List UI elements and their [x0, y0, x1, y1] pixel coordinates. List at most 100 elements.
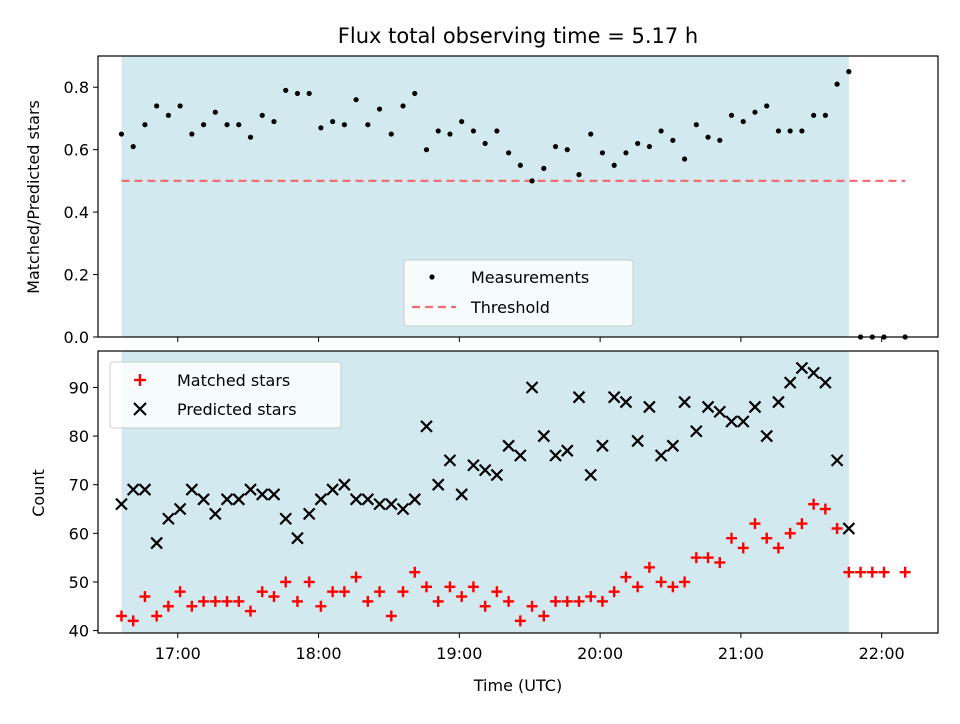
matched-star-point: [808, 498, 820, 510]
predicted-star-point-stroke: [291, 531, 304, 545]
measurement-point: [177, 103, 183, 109]
matched-star-point: [221, 595, 233, 607]
measurement-point: [459, 118, 465, 125]
matched-star-point: [350, 571, 362, 583]
predicted-star-point-stroke: [549, 449, 562, 462]
predicted-star-point: [467, 458, 480, 472]
predicted-star-point-stroke: [725, 415, 738, 428]
top-y-tick-label: 0.0: [64, 328, 89, 347]
matched-star-point: [245, 605, 257, 617]
predicted-star-point: [549, 449, 562, 462]
predicted-star-point-stroke: [748, 400, 762, 414]
predicted-star-point: [420, 420, 433, 433]
measurement-point: [271, 118, 277, 125]
measurement-point: [646, 143, 652, 150]
predicted-star-point-stroke: [525, 381, 539, 394]
measurement-point: [189, 131, 195, 137]
matched-star-point: [198, 595, 210, 607]
measurement-point: [423, 147, 430, 153]
legend-label-matched-stars: Matched stars: [177, 371, 290, 390]
measurement-point: [787, 128, 793, 134]
predicted-star-point: [572, 390, 586, 404]
predicted-star-point: [478, 463, 492, 477]
matched-star-point: [432, 595, 444, 607]
x-tick-label: 22:00: [859, 644, 905, 663]
predicted-star-point: [643, 400, 656, 414]
measurement-point: [693, 122, 699, 128]
measurement-point: [470, 128, 477, 134]
predicted-star-point-stroke: [478, 463, 492, 477]
predicted-star-point: [138, 483, 152, 496]
matched-star-point: [503, 595, 515, 607]
measurement-point: [834, 81, 840, 87]
predicted-star-point-stroke: [349, 493, 363, 506]
matched-star-point: [737, 542, 749, 554]
predicted-star-point: [361, 493, 375, 506]
measurement-point: [764, 103, 770, 109]
matched-star-point: [702, 552, 714, 564]
measurement-point: [283, 87, 289, 93]
predicted-star-point: [842, 522, 856, 535]
predicted-star-point: [819, 376, 832, 389]
predicted-star-point: [654, 449, 668, 462]
measurement-point: [670, 137, 676, 143]
x-tick-label: 17:00: [155, 644, 201, 663]
predicted-star-point-stroke: [314, 493, 328, 506]
predicted-star-point: [220, 493, 234, 506]
predicted-star-point-stroke: [267, 488, 281, 501]
matched-stars-points: [115, 498, 911, 627]
predicted-star-point: [150, 536, 163, 550]
measurement-point: [154, 103, 160, 109]
legend-marker-measurements: [429, 274, 435, 280]
predicted-star-point-stroke: [643, 400, 656, 414]
predicted-star-point-stroke: [690, 424, 703, 438]
matched-star-point: [256, 586, 268, 598]
matched-star-point: [514, 615, 526, 627]
predicted-star-point-stroke: [467, 458, 480, 472]
measurement-point: [599, 150, 606, 156]
predicted-star-point: [349, 493, 363, 506]
matched-star-point: [409, 566, 421, 578]
matched-star-point: [315, 600, 327, 612]
predicted-star-point: [244, 483, 257, 496]
predicted-star-point: [232, 493, 246, 506]
matched-star-point: [620, 571, 632, 583]
predicted-star-point-stroke: [807, 366, 820, 380]
measurement-point: [330, 118, 336, 125]
measurement-point: [552, 143, 559, 150]
predicted-star-point: [490, 468, 504, 482]
measurement-point: [224, 122, 230, 128]
predicted-star-point-stroke: [631, 434, 644, 448]
predicted-star-point: [631, 434, 644, 448]
matched-star-point: [819, 503, 831, 515]
matched-star-point: [526, 600, 538, 612]
predicted-star-point-stroke: [396, 502, 410, 516]
predicted-star-point-stroke: [302, 507, 316, 521]
predicted-star-point-stroke: [537, 429, 551, 443]
bottom-plot-frame: [97, 350, 939, 634]
predicted-star-point: [443, 454, 457, 467]
top-panel: 0.00.20.40.60.8 Matched/Predicted stars …: [24, 55, 939, 347]
matched-star-point: [303, 576, 315, 588]
predicted-star-point-stroke: [455, 488, 468, 501]
predicted-star-point-stroke: [795, 361, 809, 375]
predicted-star-point: [126, 483, 140, 496]
measurement-point: [447, 131, 453, 137]
measurement-point: [259, 112, 265, 118]
predicted-star-point: [373, 497, 386, 511]
measurement-point: [306, 90, 312, 97]
predicted-star-point: [431, 478, 445, 491]
matched-star-point: [843, 566, 855, 578]
measurement-point: [376, 106, 383, 112]
measurement-point: [752, 109, 758, 115]
matched-star-point: [456, 591, 468, 603]
matched-star-point: [362, 595, 374, 607]
predicted-star-point: [185, 483, 199, 496]
predicted-star-point: [701, 400, 715, 414]
measurement-point: [341, 122, 347, 128]
predicted-star-point-stroke: [584, 468, 598, 482]
matched-star-point: [538, 610, 550, 622]
matched-star-point: [491, 586, 503, 598]
matched-star-point: [151, 610, 163, 622]
matched-star-point: [327, 586, 339, 598]
